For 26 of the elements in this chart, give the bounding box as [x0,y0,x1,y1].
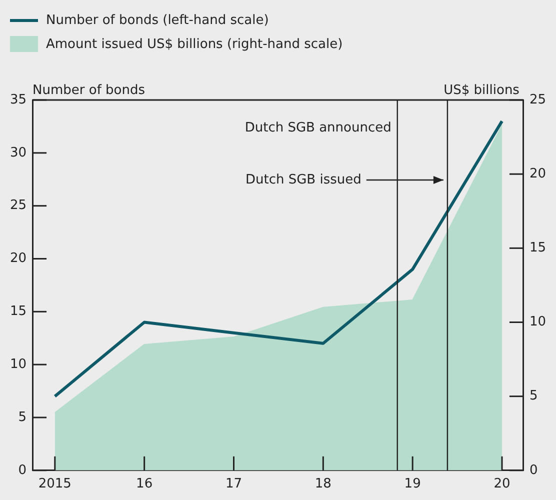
x-tick-label: 20 [494,476,510,492]
y2-tick-label: 10 [529,314,546,330]
y-tick-label: 0 [18,462,27,478]
legend-label: Amount issued US$ billions (right-hand scale) [46,36,343,52]
x-tick-label: 2015 [38,476,72,492]
y-tick-label: 30 [10,145,27,160]
y2-axis-title: US$ billions [444,82,520,98]
y2-tick-label: 25 [529,92,546,108]
y-tick-label: 15 [10,304,27,320]
x-tick-label: 18 [314,476,332,492]
x-tick-label: 17 [225,476,242,492]
x-tick-label: 16 [136,476,153,492]
y-tick-label: 35 [10,92,27,108]
ref-line-label: Dutch SGB announced [244,120,392,136]
y2-tick-label: 20 [529,166,546,182]
y-tick-label: 5 [18,410,27,425]
y-tick-label: 25 [10,198,27,214]
y-tick-label: 20 [10,251,27,266]
y-axis-title: Number of bonds [32,82,146,98]
ref-line-label: Dutch SGB issued [245,172,362,188]
legend-label: Number of bonds (left-hand scale) [46,12,269,28]
y2-tick-label: 0 [529,462,538,478]
y2-tick-label: 15 [529,240,546,256]
x-tick-label: 19 [404,476,421,492]
y2-tick-label: 5 [529,388,538,404]
y-tick-label: 10 [10,356,27,372]
